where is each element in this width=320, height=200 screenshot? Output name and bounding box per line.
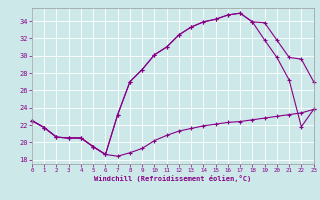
X-axis label: Windchill (Refroidissement éolien,°C): Windchill (Refroidissement éolien,°C) [94,175,252,182]
